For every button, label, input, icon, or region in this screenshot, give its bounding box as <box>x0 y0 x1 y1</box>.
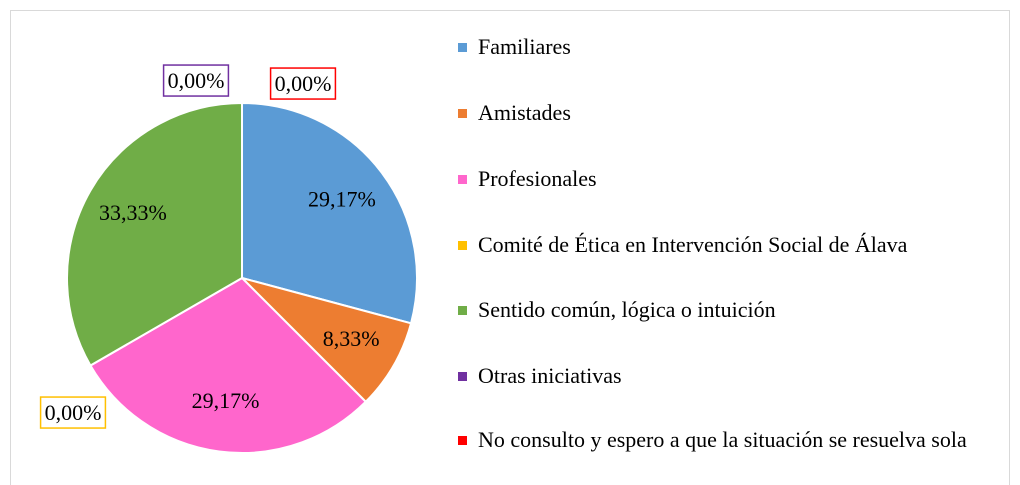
legend-label: Comité de Ética en Intervención Social d… <box>478 232 908 257</box>
legend-item: Sentido común, lógica o intuición <box>458 297 988 323</box>
legend-label: Familiares <box>478 34 571 59</box>
legend-label: Amistades <box>478 100 571 125</box>
legend-label: Sentido común, lógica o intuición <box>478 297 776 322</box>
data-label: 33,33% <box>99 200 167 225</box>
legend-item: Profesionales <box>458 166 988 192</box>
data-label: 0,00% <box>275 71 332 96</box>
data-label-box <box>269 67 337 100</box>
pie-slice <box>66 101 243 367</box>
legend-item: Comité de Ética en Intervención Social d… <box>458 232 988 258</box>
pie-slice <box>89 276 368 454</box>
legend-swatch <box>458 436 467 445</box>
legend-item: Familiares <box>458 34 988 60</box>
legend-swatch <box>458 175 467 184</box>
data-label: 0,00% <box>168 68 225 93</box>
data-label: 29,17% <box>192 388 260 413</box>
legend-label: No consulto y espero a que la situación … <box>478 427 967 452</box>
data-label-box <box>39 396 107 429</box>
pie-slice <box>241 101 418 325</box>
legend-swatch <box>458 241 467 250</box>
legend-item: Amistades <box>458 100 988 126</box>
pie-slice <box>238 276 413 404</box>
legend-item: Otras iniciativas <box>458 363 988 389</box>
data-label: 29,17% <box>308 186 376 211</box>
legend-item: No consulto y espero a que la situación … <box>458 427 988 453</box>
legend-swatch <box>458 306 467 315</box>
data-label: 8,33% <box>323 326 380 351</box>
legend-label: Profesionales <box>478 166 597 191</box>
legend-swatch <box>458 43 467 52</box>
chart-border <box>10 10 1010 485</box>
legend-label: Otras iniciativas <box>478 363 622 388</box>
data-label: 0,00% <box>45 400 102 425</box>
data-label-box <box>162 64 230 97</box>
legend-swatch <box>458 372 467 381</box>
legend-swatch <box>458 109 467 118</box>
